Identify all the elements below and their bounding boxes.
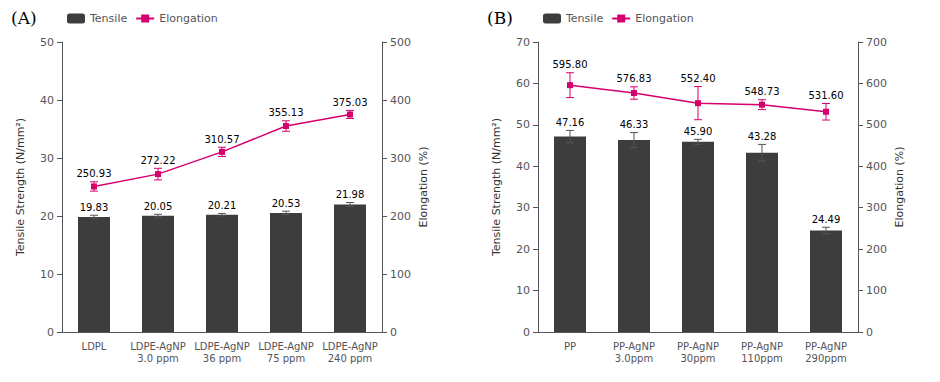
svg-text:200: 200 [866, 243, 887, 256]
svg-text:Elongation (%): Elongation (%) [417, 146, 430, 227]
svg-text:3.0ppm: 3.0ppm [615, 353, 653, 364]
svg-text:45.90: 45.90 [684, 126, 713, 137]
svg-text:36 ppm: 36 ppm [203, 353, 241, 364]
svg-text:300: 300 [866, 201, 887, 214]
svg-text:50: 50 [40, 36, 54, 49]
svg-text:0: 0 [390, 326, 397, 339]
svg-text:(B): (B) [487, 8, 513, 28]
svg-text:700: 700 [866, 36, 887, 49]
svg-text:355.13: 355.13 [269, 107, 304, 118]
svg-text:250.93: 250.93 [77, 168, 112, 179]
svg-text:595.80: 595.80 [553, 59, 588, 70]
svg-text:240 ppm: 240 ppm [328, 353, 373, 364]
svg-text:3.0 ppm: 3.0 ppm [137, 353, 179, 364]
svg-text:LDPE-AgNP: LDPE-AgNP [194, 341, 250, 352]
svg-text:548.73: 548.73 [745, 86, 780, 97]
svg-text:46.33: 46.33 [620, 119, 649, 130]
svg-text:110ppm: 110ppm [741, 353, 783, 364]
svg-text:20: 20 [516, 243, 530, 256]
svg-text:531.60: 531.60 [809, 90, 844, 101]
svg-text:400: 400 [866, 160, 887, 173]
svg-text:24.49: 24.49 [812, 214, 841, 225]
svg-text:100: 100 [390, 268, 411, 281]
svg-text:(A): (A) [11, 8, 37, 28]
svg-text:10: 10 [40, 268, 54, 281]
svg-text:PP-AgNP: PP-AgNP [805, 341, 847, 352]
svg-text:20: 20 [40, 210, 54, 223]
svg-text:Tensile: Tensile [565, 12, 603, 25]
svg-text:LDPL: LDPL [82, 341, 107, 352]
svg-text:Elongation (%): Elongation (%) [893, 146, 906, 227]
svg-text:300: 300 [390, 152, 411, 165]
svg-text:552.40: 552.40 [681, 73, 716, 84]
svg-text:LDPE-AgNP: LDPE-AgNP [258, 341, 314, 352]
svg-text:200: 200 [390, 210, 411, 223]
svg-text:576.83: 576.83 [617, 73, 652, 84]
svg-text:375.03: 375.03 [333, 97, 368, 108]
svg-text:Tensile Strength (N/mm²): Tensile Strength (N/mm²) [490, 118, 503, 257]
svg-text:600: 600 [866, 77, 887, 90]
svg-text:0: 0 [47, 326, 54, 339]
svg-text:20.05: 20.05 [144, 201, 173, 212]
svg-text:20.21: 20.21 [208, 200, 237, 211]
svg-text:Elongation: Elongation [635, 12, 694, 25]
svg-text:500: 500 [866, 118, 887, 131]
svg-text:Tensile: Tensile [89, 12, 127, 25]
svg-text:400: 400 [390, 94, 411, 107]
svg-text:50: 50 [516, 118, 530, 131]
svg-text:10: 10 [516, 284, 530, 297]
svg-text:PP-AgNP: PP-AgNP [613, 341, 655, 352]
svg-text:30ppm: 30ppm [680, 353, 715, 364]
svg-text:Tensile Strength (N/mm²): Tensile Strength (N/mm²) [14, 118, 27, 257]
svg-text:30: 30 [516, 201, 530, 214]
svg-text:PP: PP [564, 341, 576, 352]
svg-text:100: 100 [866, 284, 887, 297]
svg-text:30: 30 [40, 152, 54, 165]
svg-text:0: 0 [866, 326, 873, 339]
svg-text:60: 60 [516, 77, 530, 90]
svg-text:75 ppm: 75 ppm [267, 353, 305, 364]
svg-text:500: 500 [390, 36, 411, 49]
svg-text:70: 70 [516, 36, 530, 49]
svg-text:310.57: 310.57 [205, 134, 240, 145]
svg-text:Elongation: Elongation [159, 12, 218, 25]
svg-text:290ppm: 290ppm [805, 353, 847, 364]
svg-text:43.28: 43.28 [748, 131, 777, 142]
svg-text:40: 40 [40, 94, 54, 107]
svg-text:20.53: 20.53 [272, 198, 301, 209]
svg-text:47.16: 47.16 [556, 117, 585, 128]
svg-text:PP-AgNP: PP-AgNP [677, 341, 719, 352]
svg-text:LDPE-AgNP: LDPE-AgNP [130, 341, 186, 352]
svg-text:0: 0 [523, 326, 530, 339]
svg-text:LDPE-AgNP: LDPE-AgNP [322, 341, 378, 352]
svg-text:PP-AgNP: PP-AgNP [741, 341, 783, 352]
svg-text:21.98: 21.98 [336, 189, 365, 200]
svg-text:40: 40 [516, 160, 530, 173]
svg-text:272.22: 272.22 [141, 155, 176, 166]
svg-text:19.83: 19.83 [80, 202, 109, 213]
